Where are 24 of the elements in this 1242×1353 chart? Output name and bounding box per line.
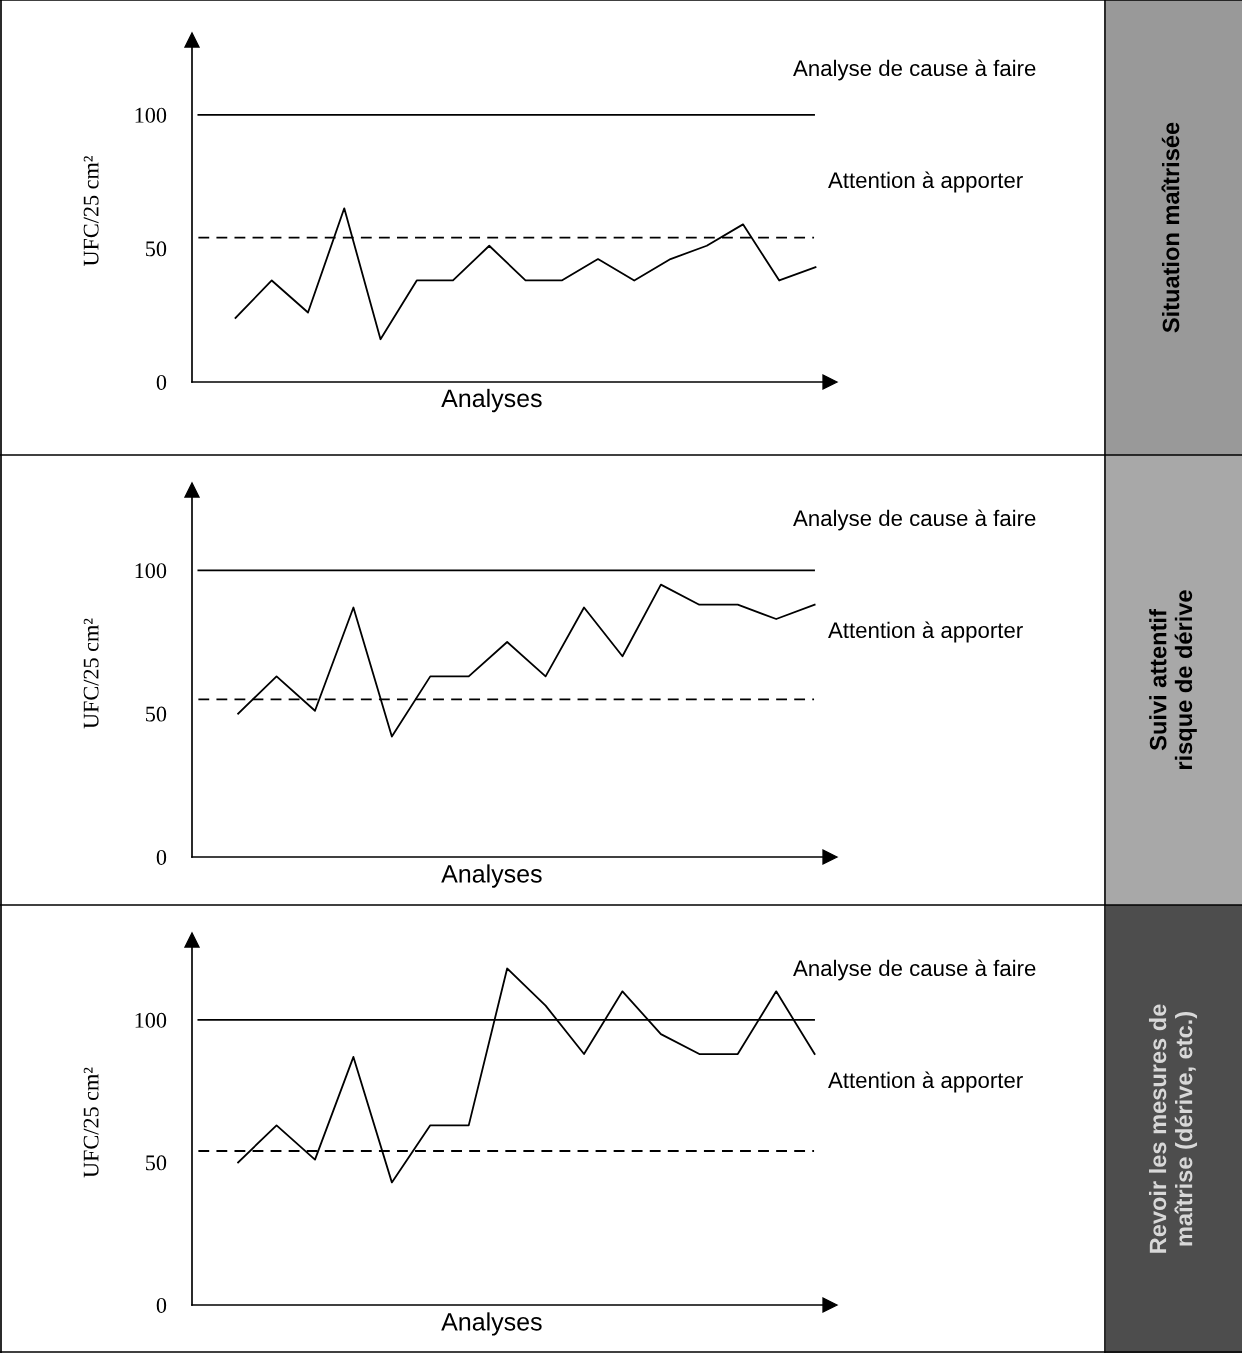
y-tick-label: 50 bbox=[146, 706, 167, 722]
annotation: Analyse de cause à faire bbox=[793, 509, 1036, 531]
y-tick-label: 50 bbox=[146, 1155, 167, 1171]
text: Attention à apporter bbox=[828, 621, 1023, 643]
y-axis-title: UFC/25 cm² bbox=[83, 1067, 99, 1178]
y-tick-label: 0 bbox=[156, 849, 167, 865]
annotation: Analyse de cause à faire bbox=[793, 959, 1036, 981]
y-tick-label: 0 bbox=[156, 374, 167, 390]
x-axis-title: Analyses bbox=[441, 864, 542, 888]
y-axis-title: UFC/25 cm² bbox=[83, 618, 99, 729]
text: Revoir les mesures de maîtrise (dérive, etc.) bbox=[1148, 1004, 1198, 1253]
y-tick-label: 0 bbox=[156, 1297, 167, 1313]
text: Attention à apporter bbox=[828, 171, 1023, 193]
x-axis-title: Analyses bbox=[441, 388, 542, 413]
y-tick-label: 100 bbox=[135, 107, 167, 123]
y-tick-label: 100 bbox=[135, 563, 167, 579]
y-tick-label: 50 bbox=[146, 241, 167, 257]
y-axis-title: UFC/25 cm² bbox=[83, 156, 99, 267]
text: Attention à apporter bbox=[828, 1071, 1023, 1093]
y-tick-label: 100 bbox=[135, 1012, 167, 1028]
x-axis-title: Analyses bbox=[441, 1312, 542, 1336]
text: Suivi attentif risque de dérive bbox=[1149, 590, 1197, 769]
text: Situation maîtrisée bbox=[1161, 122, 1180, 333]
annotation: Analyse de cause à faire bbox=[793, 59, 1036, 81]
